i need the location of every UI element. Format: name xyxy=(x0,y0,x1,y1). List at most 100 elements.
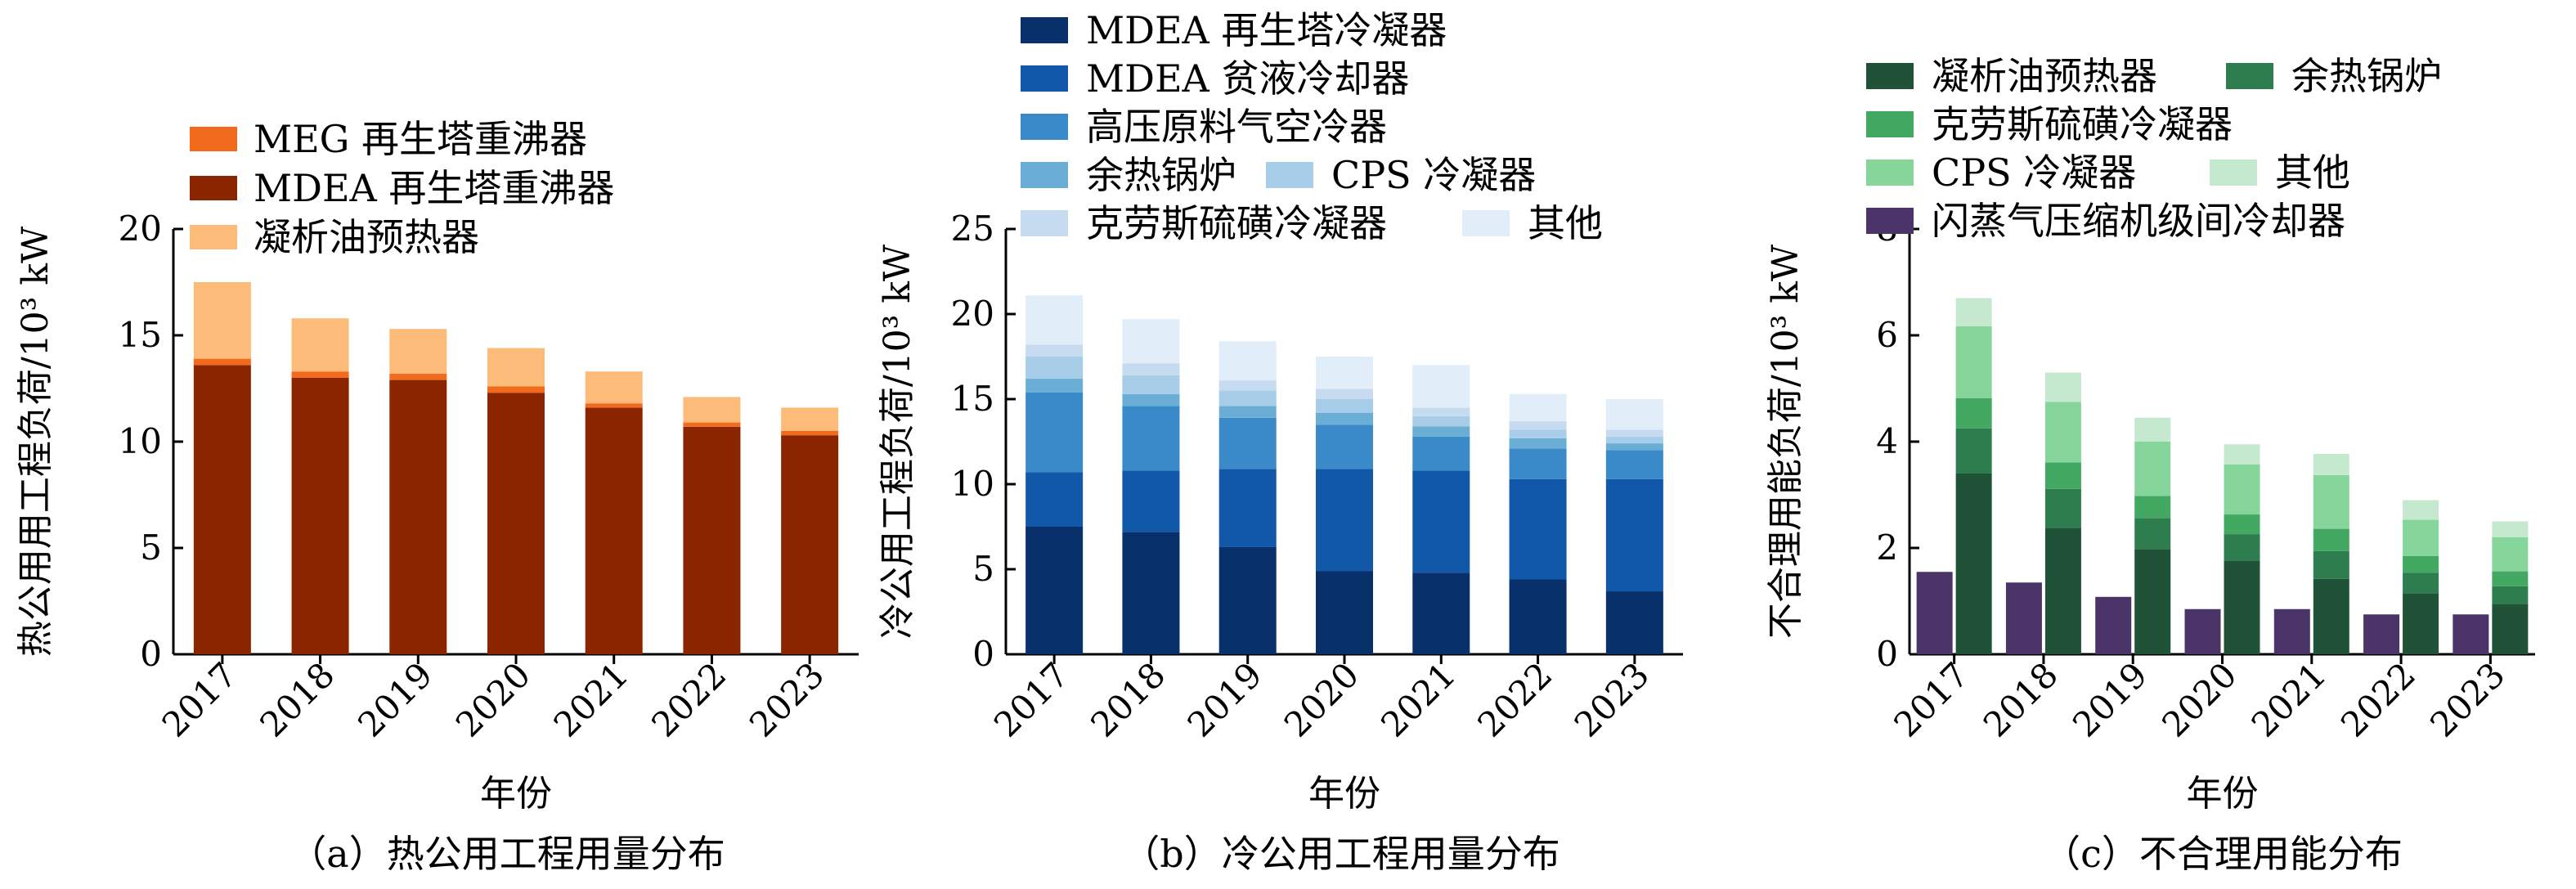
legend-swatch xyxy=(1021,114,1068,140)
x-tick-label: 2021 xyxy=(2244,654,2334,744)
bar-segment xyxy=(1316,399,1373,413)
bar-segment xyxy=(1218,341,1277,381)
bar-segment xyxy=(2224,464,2260,515)
bar-segment xyxy=(1218,546,1277,654)
bar-segment xyxy=(2403,500,2439,520)
bar-segment xyxy=(1605,591,1663,654)
y-tick-label: 2 xyxy=(1876,528,1898,568)
bar-segment xyxy=(1025,295,1084,345)
bar-segment xyxy=(1122,393,1180,406)
y-tick-label: 0 xyxy=(972,634,994,674)
bar-segment xyxy=(585,403,643,408)
legend-swatch xyxy=(1021,65,1068,92)
legend-label: 闪蒸气压缩机级间冷却器 xyxy=(1932,199,2345,243)
bar-segment xyxy=(1916,572,1953,654)
legend-label: 凝析油预热器 xyxy=(254,215,479,259)
legend-label: MDEA 再生塔重沸器 xyxy=(254,166,614,210)
bar-segment xyxy=(487,348,545,387)
bar-segment xyxy=(2134,549,2171,654)
legend-label: 克劳斯硫磺冷凝器 xyxy=(1932,102,2233,146)
bar-segment xyxy=(2403,572,2439,594)
y-tick-label: 15 xyxy=(951,379,994,419)
bar-segment xyxy=(1412,365,1470,408)
bar-segment xyxy=(1122,319,1180,364)
x-tick-label: 2022 xyxy=(2333,654,2423,744)
bar-segment xyxy=(1218,469,1277,547)
bar-segment xyxy=(1122,470,1180,532)
bar-segment xyxy=(2313,578,2349,654)
legend-swatch xyxy=(190,225,237,249)
legend-label: 余热锅炉 xyxy=(1086,153,1236,197)
x-tick-label: 2020 xyxy=(448,654,538,744)
bar-segment xyxy=(2044,488,2081,528)
bar-segment xyxy=(1412,415,1470,427)
x-tick-label: 2022 xyxy=(644,654,734,744)
bar-segment xyxy=(585,407,643,654)
legend-label: 高压原料气空冷器 xyxy=(1086,105,1387,149)
bar-segment xyxy=(781,407,839,431)
x-tick-label: 2019 xyxy=(1180,654,1270,744)
legend-label: MDEA 再生塔冷凝器 xyxy=(1086,8,1447,52)
bar-segment xyxy=(2224,560,2260,654)
bar-segment xyxy=(2363,614,2400,654)
bar-segment xyxy=(2403,555,2439,573)
bar-segment xyxy=(2403,519,2439,556)
y-tick-label: 5 xyxy=(972,549,994,589)
bar-segment xyxy=(2184,608,2221,654)
bar-segment xyxy=(1025,527,1084,654)
bar-segment xyxy=(2313,550,2349,579)
bar-segment xyxy=(1509,438,1567,449)
x-tick-label: 2020 xyxy=(1277,654,1367,744)
bar-segment xyxy=(1218,417,1277,469)
x-tick-label: 2022 xyxy=(1470,654,1560,744)
bar-segment xyxy=(2044,528,2081,654)
y-tick-label: 0 xyxy=(1876,634,1898,674)
legend-swatch xyxy=(1266,162,1313,188)
x-tick-label: 2017 xyxy=(1886,654,1976,744)
legend-swatch xyxy=(190,127,237,151)
bar-segment xyxy=(487,386,545,393)
legend-swatch xyxy=(1866,208,1914,234)
x-tick-label: 2023 xyxy=(1567,654,1657,744)
panel-irrational-energy: 024682017201820192020202120222023不合理用能负荷… xyxy=(1765,54,2535,876)
legend-label: MEG 再生塔重沸器 xyxy=(254,117,587,161)
bar-segment xyxy=(2492,521,2529,537)
bar-segment xyxy=(1509,421,1567,430)
bar-segment xyxy=(683,426,741,654)
legend-label: 其他 xyxy=(1528,201,1603,245)
bar-segment xyxy=(1218,406,1277,418)
bar-segment xyxy=(781,431,839,436)
x-tick-label: 2018 xyxy=(1083,654,1173,744)
y-tick-label: 5 xyxy=(140,528,162,568)
bar-segment xyxy=(683,397,741,423)
x-tick-label: 2017 xyxy=(986,654,1076,744)
x-axis-title: 年份 xyxy=(480,773,552,815)
x-tick-label: 2018 xyxy=(1976,654,2066,744)
bar-segment xyxy=(2492,586,2529,604)
legend-label: 余热锅炉 xyxy=(2291,54,2442,98)
bar-segment xyxy=(1316,412,1373,425)
bar-segment xyxy=(2492,537,2529,572)
bar-segment xyxy=(2095,596,2132,654)
bar-segment xyxy=(1955,397,1992,429)
x-axis-title: 年份 xyxy=(2187,773,2259,815)
bar-segment xyxy=(1509,579,1567,654)
y-tick-label: 0 xyxy=(140,634,162,674)
bar-segment xyxy=(389,379,447,654)
bar-segment xyxy=(2224,534,2260,561)
bar-segment xyxy=(1412,407,1470,416)
legend-label: CPS 冷凝器 xyxy=(1932,150,2136,195)
bar-segment xyxy=(389,373,447,380)
bar-segment xyxy=(2224,514,2260,535)
bar-segment xyxy=(2134,518,2171,550)
bar-segment xyxy=(2313,474,2349,529)
bar-segment xyxy=(1605,478,1663,592)
bar-segment xyxy=(2044,462,2081,489)
panel-caption: （a）热公用工程用量分布 xyxy=(289,832,725,876)
x-tick-label: 2017 xyxy=(155,654,245,744)
bar-segment xyxy=(1025,357,1084,379)
bar-segment xyxy=(1509,429,1567,438)
bar-segment xyxy=(1025,472,1084,527)
legend-label: MDEA 贫液冷却器 xyxy=(1086,56,1409,101)
